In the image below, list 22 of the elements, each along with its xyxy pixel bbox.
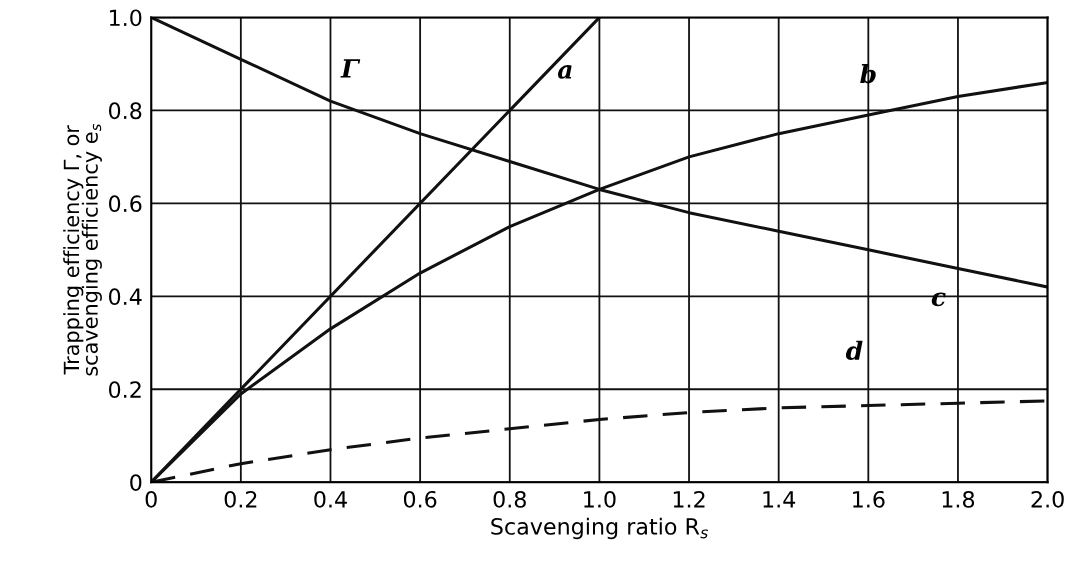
- x-tick-label: 0.2: [224, 490, 257, 508]
- x-tick-label: 1.4: [763, 491, 796, 508]
- x-tick-label: 0.8: [493, 490, 526, 508]
- y-tick-label: 0.6: [108, 195, 142, 213]
- x-tick-label: 0.6: [403, 490, 437, 508]
- x-tick-label: 1.8: [942, 490, 975, 508]
- x-tick-label: 1.6: [853, 490, 885, 508]
- x-tick-label: 2.0: [1031, 490, 1064, 508]
- x-tick-label: 1.0: [584, 490, 616, 508]
- annotation: Γ: [340, 59, 361, 78]
- x-tick-label: 0: [145, 490, 157, 508]
- x-tick-label: 0.4: [314, 490, 347, 508]
- y-tick-label: 0.2: [108, 381, 141, 399]
- y-axis-title: Trapping efficiency Γ, or scavenging efficiency e$_{s}$: [63, 123, 102, 376]
- y-tick-label: 0: [130, 474, 142, 491]
- y-tick-label: 0.4: [108, 288, 142, 306]
- y-tick-label: 0.8: [108, 102, 142, 120]
- x-axis-title: Scavenging ratio R$_{s}$: [491, 517, 708, 540]
- x-tick-label: 1.2: [673, 490, 705, 508]
- annotation: a: [557, 65, 572, 79]
- y-tick-label: 1.0: [109, 9, 142, 27]
- annotation: d: [845, 340, 863, 361]
